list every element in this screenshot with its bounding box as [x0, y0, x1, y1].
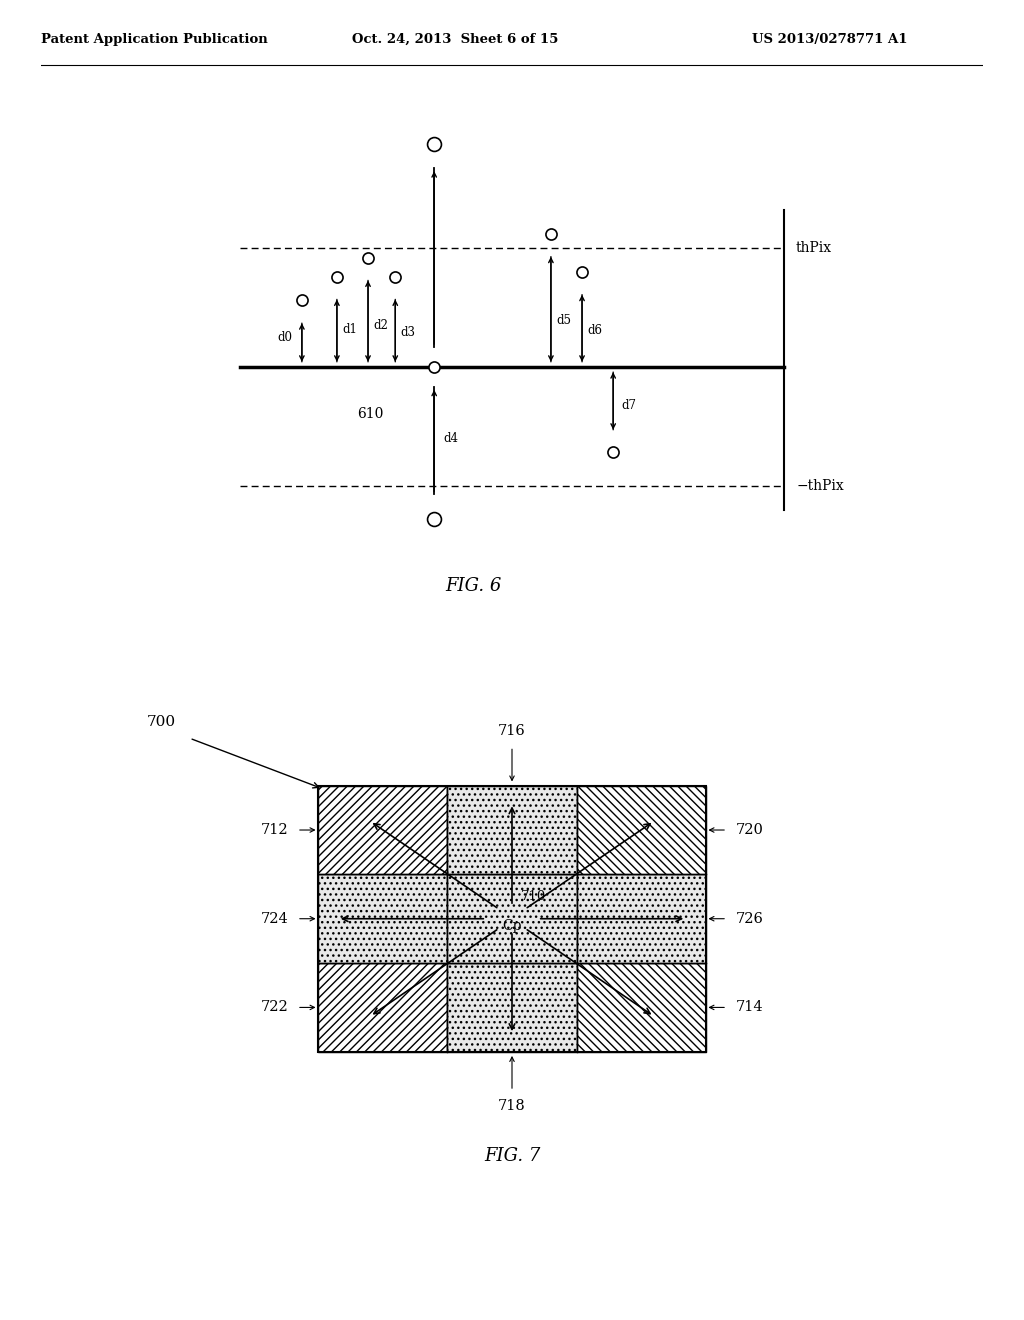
Text: Patent Application Publication: Patent Application Publication — [41, 33, 267, 46]
Text: d5: d5 — [556, 314, 571, 327]
Text: FIG. 6: FIG. 6 — [444, 577, 502, 595]
Text: 710: 710 — [520, 890, 546, 903]
Text: Cp: Cp — [502, 919, 522, 933]
Text: 718: 718 — [498, 1100, 526, 1113]
Text: d2: d2 — [374, 319, 388, 331]
Bar — [318, 874, 447, 964]
Bar — [447, 964, 577, 1052]
Text: −thPix: −thPix — [796, 479, 844, 492]
Text: US 2013/0278771 A1: US 2013/0278771 A1 — [753, 33, 907, 46]
Bar — [318, 785, 447, 874]
Text: thPix: thPix — [796, 242, 833, 255]
Bar — [577, 874, 706, 964]
Text: d3: d3 — [400, 326, 416, 339]
Text: d4: d4 — [443, 432, 459, 445]
Text: 716: 716 — [498, 725, 526, 738]
Text: 700: 700 — [146, 715, 175, 730]
Text: 722: 722 — [261, 1001, 289, 1015]
Text: d0: d0 — [278, 330, 293, 343]
Text: 726: 726 — [735, 912, 764, 925]
Bar — [577, 785, 706, 874]
Text: FIG. 7: FIG. 7 — [483, 1147, 541, 1164]
Bar — [318, 964, 447, 1052]
Text: 720: 720 — [735, 822, 764, 837]
Bar — [318, 785, 706, 1052]
Text: d1: d1 — [342, 322, 357, 335]
Text: 714: 714 — [735, 1001, 763, 1015]
Text: 610: 610 — [357, 408, 384, 421]
Text: d7: d7 — [621, 399, 636, 412]
Text: 712: 712 — [261, 822, 289, 837]
Bar — [447, 874, 577, 964]
Text: Oct. 24, 2013  Sheet 6 of 15: Oct. 24, 2013 Sheet 6 of 15 — [352, 33, 559, 46]
Bar — [447, 785, 577, 874]
Text: 724: 724 — [261, 912, 289, 925]
Text: d6: d6 — [588, 325, 602, 338]
Bar — [577, 964, 706, 1052]
